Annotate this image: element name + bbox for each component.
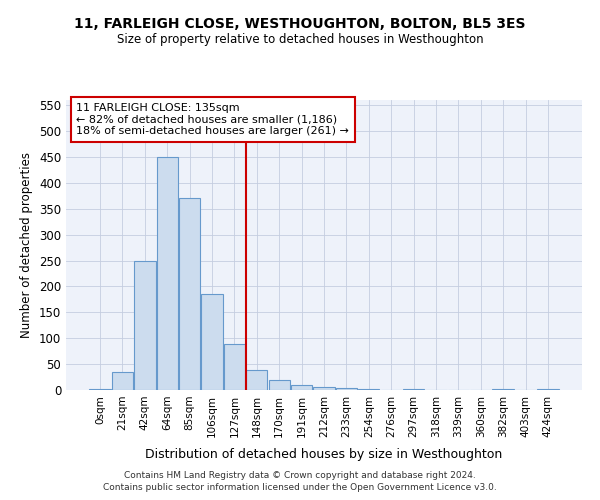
Bar [89,389,111,390]
Bar [246,370,268,390]
Bar [202,294,223,390]
Bar [179,198,200,390]
Text: Size of property relative to detached houses in Westhoughton: Size of property relative to detached ho… [116,32,484,46]
Text: 11 FARLEIGH CLOSE: 135sqm
← 82% of detached houses are smaller (1,186)
18% of se: 11 FARLEIGH CLOSE: 135sqm ← 82% of detac… [76,103,349,136]
Bar [269,380,290,390]
Bar [403,389,424,390]
Bar [112,372,133,390]
Y-axis label: Number of detached properties: Number of detached properties [20,152,34,338]
X-axis label: Distribution of detached houses by size in Westhoughton: Distribution of detached houses by size … [145,448,503,461]
Text: Contains public sector information licensed under the Open Government Licence v3: Contains public sector information licen… [103,484,497,492]
Bar [291,385,312,390]
Bar [134,260,155,390]
Bar [157,157,178,390]
Text: Contains HM Land Registry data © Crown copyright and database right 2024.: Contains HM Land Registry data © Crown c… [124,471,476,480]
Bar [336,388,357,390]
Bar [313,388,335,390]
Text: 11, FARLEIGH CLOSE, WESTHOUGHTON, BOLTON, BL5 3ES: 11, FARLEIGH CLOSE, WESTHOUGHTON, BOLTON… [74,18,526,32]
Bar [224,344,245,390]
